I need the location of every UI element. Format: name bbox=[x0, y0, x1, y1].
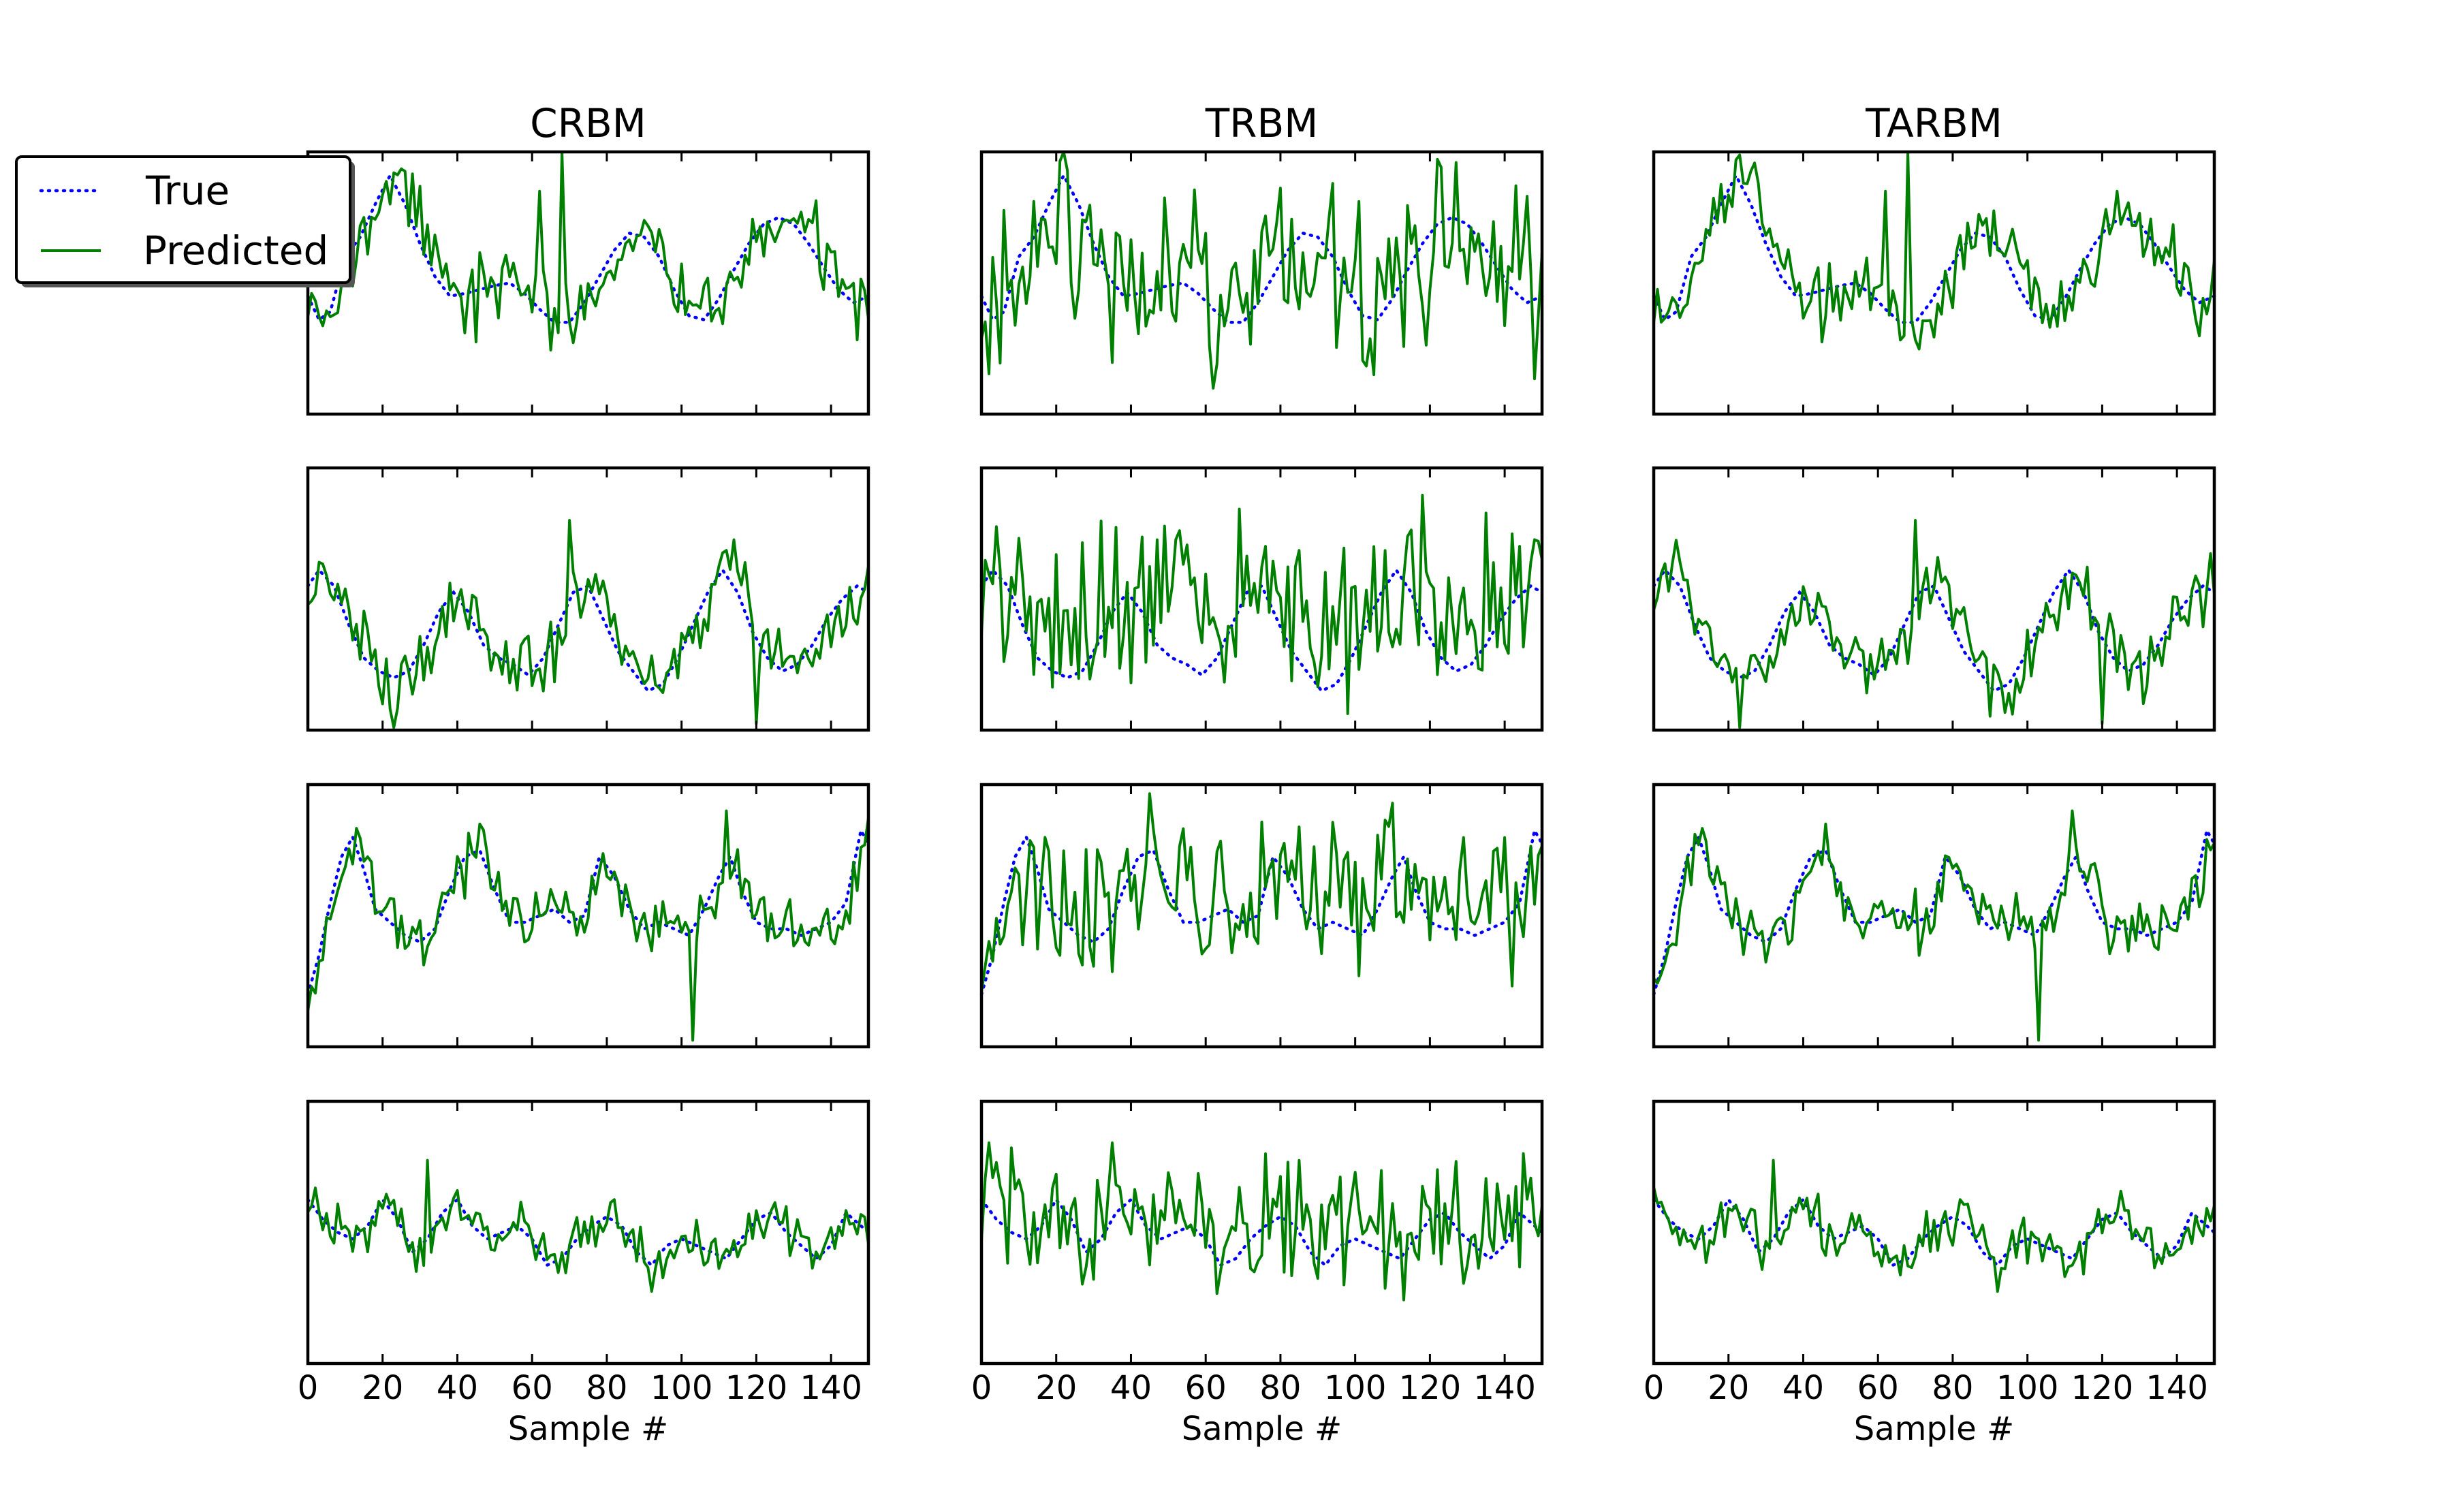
x-tick-label: 100 bbox=[1996, 1369, 2059, 1407]
subplot-trbm-row-1 bbox=[979, 150, 1544, 416]
x-tick-label: 140 bbox=[2146, 1369, 2208, 1407]
x-tick-label: 20 bbox=[1035, 1369, 1077, 1407]
axes-frame bbox=[1652, 466, 2216, 732]
series-true-line bbox=[306, 1197, 870, 1267]
series-true-line bbox=[1652, 172, 2216, 324]
subplot-tarbm-row-4: 0 20 40 60 80 100 120 140 Sample # bbox=[1644, 1099, 2216, 1448]
series-true-line bbox=[1652, 1197, 2216, 1267]
legend-true-label: True bbox=[145, 168, 230, 214]
x-tick-label: 60 bbox=[1857, 1369, 1899, 1407]
axes-frame bbox=[979, 466, 1544, 732]
column-titles: CRBM TRBM TARBM bbox=[530, 100, 2002, 146]
x-tick-label: 100 bbox=[1324, 1369, 1387, 1407]
series-predicted-line bbox=[1652, 809, 2216, 1042]
axes-frame bbox=[306, 783, 870, 1049]
x-tick-label: 120 bbox=[725, 1369, 788, 1407]
x-tick-label: 100 bbox=[650, 1369, 713, 1407]
column-title-tarbm: TARBM bbox=[1865, 100, 2002, 146]
subplot-trbm-row-4: 0 20 40 60 80 100 120 140 Sample # bbox=[971, 1099, 1544, 1448]
x-tick-label: 0 bbox=[298, 1369, 319, 1407]
axes-frame bbox=[306, 1099, 870, 1366]
series-predicted-line bbox=[980, 151, 1543, 390]
x-tick-label: 140 bbox=[800, 1369, 862, 1407]
series-true-line bbox=[979, 172, 1544, 324]
series-true-line bbox=[979, 567, 1544, 693]
x-tick-label: 40 bbox=[437, 1369, 478, 1407]
x-tick-label: 120 bbox=[2071, 1369, 2134, 1407]
series-true-line bbox=[979, 1197, 1544, 1267]
series-true-line bbox=[306, 567, 870, 693]
axes-frame bbox=[1652, 1099, 2216, 1366]
axes-frame bbox=[306, 466, 870, 732]
series-predicted-line bbox=[306, 151, 870, 352]
subplot-crbm-row-4: 0 20 40 60 80 100 120 140 Sample # bbox=[298, 1099, 870, 1448]
series-predicted-line bbox=[306, 809, 870, 1042]
axes-frame bbox=[1652, 783, 2216, 1049]
x-tick-label: 20 bbox=[1708, 1369, 1749, 1407]
x-tick-label: 40 bbox=[1110, 1369, 1152, 1407]
subplot-trbm-row-3 bbox=[979, 783, 1544, 1049]
subplot-tarbm-row-1 bbox=[1652, 150, 2216, 416]
series-predicted-line bbox=[1652, 519, 2216, 729]
subplot-tarbm-row-3 bbox=[1652, 783, 2216, 1049]
subplot-crbm-row-3 bbox=[306, 783, 870, 1049]
x-tick-label: 60 bbox=[512, 1369, 553, 1407]
series-predicted-line bbox=[306, 1159, 870, 1293]
series-predicted-line bbox=[980, 494, 1543, 715]
legend: True Predicted bbox=[15, 155, 355, 287]
series-predicted-line bbox=[1652, 151, 2216, 351]
x-tick-label: 60 bbox=[1185, 1369, 1227, 1407]
series-predicted-line bbox=[1652, 1159, 2216, 1293]
subplot-tarbm-row-2 bbox=[1652, 466, 2216, 732]
x-tick-label: 20 bbox=[362, 1369, 403, 1407]
x-tick-label: 80 bbox=[586, 1369, 627, 1407]
subplot-crbm-row-2 bbox=[306, 466, 870, 732]
x-axis-label: Sample # bbox=[1854, 1410, 2014, 1448]
column-title-crbm: CRBM bbox=[530, 100, 646, 146]
x-axis-label: Sample # bbox=[508, 1410, 668, 1448]
subplot-crbm-row-1 bbox=[306, 150, 870, 416]
x-tick-label: 120 bbox=[1399, 1369, 1462, 1407]
x-tick-label: 0 bbox=[1644, 1369, 1665, 1407]
series-predicted-line bbox=[980, 1141, 1543, 1302]
subplot-grid: 0 20 40 60 80 100 120 140 Sample # 0 20 40 60 80 100 12… bbox=[298, 150, 2216, 1448]
axes-frame bbox=[1652, 150, 2216, 416]
subplot-trbm-row-2 bbox=[979, 466, 1544, 732]
series-predicted-line bbox=[306, 519, 870, 729]
axes-frame bbox=[979, 150, 1544, 416]
axes-frame bbox=[979, 783, 1544, 1049]
axes-frame bbox=[979, 1099, 1544, 1366]
x-tick-label: 80 bbox=[1932, 1369, 1973, 1407]
column-title-trbm: TRBM bbox=[1205, 100, 1319, 146]
legend-predicted-label: Predicted bbox=[143, 227, 328, 274]
x-tick-label: 40 bbox=[1782, 1369, 1824, 1407]
x-tick-label: 140 bbox=[1473, 1369, 1536, 1407]
series-predicted-line bbox=[980, 792, 1543, 992]
x-tick-label: 80 bbox=[1259, 1369, 1301, 1407]
x-tick-label: 0 bbox=[971, 1369, 992, 1407]
x-axis-label: Sample # bbox=[1182, 1410, 1342, 1448]
